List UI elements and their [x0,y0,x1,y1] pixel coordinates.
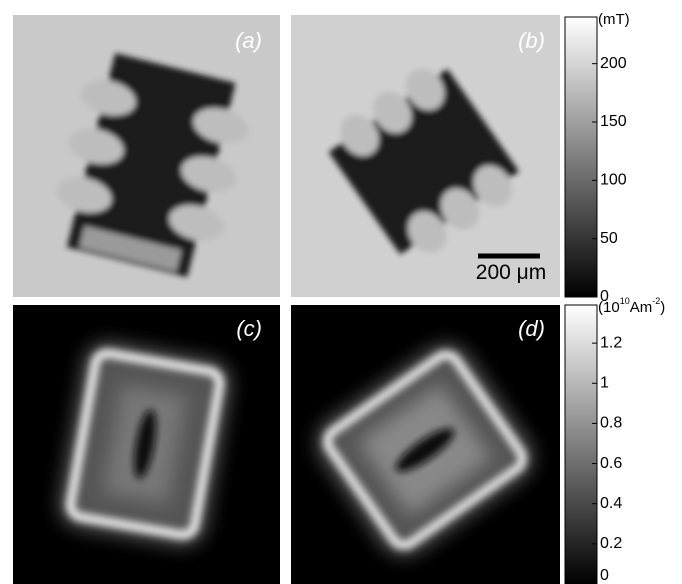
tick-label: 0.4 [600,495,622,512]
colorbar [565,17,597,297]
colorbar-unit: (mT) [598,11,630,28]
tick-label: 0.8 [600,415,622,432]
colorbars: 200150100500(mT)1.210.80.60.40.20(1010Am… [565,11,665,584]
panel-b-image: 200 μm (b) [291,15,560,297]
unit-text: ) [660,299,665,316]
tick-label: 50 [600,230,618,247]
unit-text: (10 [598,299,620,316]
panel-label: (a) [235,28,262,53]
tick-label: 0.6 [600,455,622,472]
tick-label: 100 [600,172,627,189]
tick-label: 150 [600,113,627,130]
unit-superscript: 10 [620,296,630,306]
unit-superscript: -2 [652,296,660,306]
panel-label: (c) [236,316,262,341]
panel-label: (d) [518,316,545,341]
colorbar-unit: (1010Am-2) [598,296,665,316]
tick-label: 0.2 [600,535,622,552]
tick-label: 0 [600,567,609,584]
tick-label: 200 [600,55,627,72]
panel-a-image: (a) [13,15,280,297]
panel-c-image: (c) [13,305,280,584]
unit-text: (mT) [598,11,630,28]
tick-label: 1 [600,374,609,391]
tick-label: 1.2 [600,334,622,351]
panel-label: (b) [518,28,545,53]
colorbar [565,305,597,584]
unit-text: Am [630,299,653,316]
panel-d-image: (d) [291,305,560,584]
scale-bar-label: 200 μm [476,261,546,284]
figure: (a) 200 μm (b) (c) [0,0,682,584]
